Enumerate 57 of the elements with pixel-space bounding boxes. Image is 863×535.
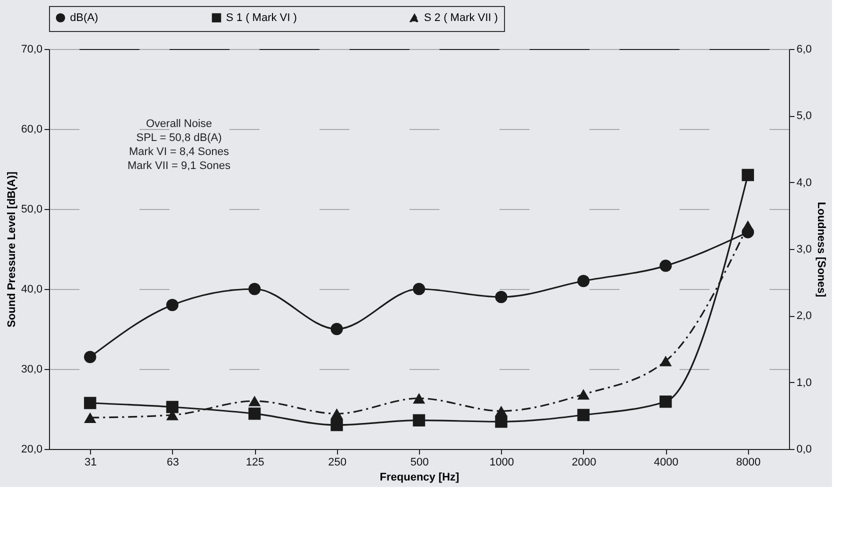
x-tick-label: 63 <box>166 456 179 468</box>
point <box>660 396 672 408</box>
point <box>84 350 96 364</box>
legend-label: S 1 ( Mark VI ) <box>226 12 297 24</box>
point <box>330 322 343 336</box>
y2-tick-label: 2,0 <box>796 310 812 322</box>
legend-label: S 2 ( Mark VII ) <box>424 12 498 24</box>
y-tick-label: 50,0 <box>21 204 42 216</box>
legend-label: dB(A) <box>70 12 98 24</box>
point <box>330 408 343 419</box>
point <box>495 406 508 416</box>
x-tick-label: 2000 <box>572 456 596 468</box>
point <box>495 416 508 428</box>
point <box>84 412 96 423</box>
point <box>166 400 178 414</box>
point <box>330 418 343 432</box>
point <box>412 393 426 404</box>
y-tick-label: 20,0 <box>21 444 42 456</box>
y2-tick-label: 1,0 <box>796 376 812 389</box>
x-tick-label: 31 <box>84 456 97 468</box>
y2-axis-title: Loudness [Sones] <box>814 202 827 298</box>
point <box>660 260 672 272</box>
point <box>248 396 261 406</box>
point <box>742 168 754 182</box>
point <box>577 408 590 422</box>
y2-tick-label: 0,0 <box>796 444 812 456</box>
x-tick-label: 500 <box>410 456 429 468</box>
point <box>577 274 590 288</box>
annotation: Mark VII = 9,1 Sones <box>127 160 232 172</box>
x-tick-label: 4000 <box>654 456 678 468</box>
point <box>742 220 754 231</box>
y-axis-title: Sound Pressure Level [dB(A)] <box>6 171 18 328</box>
point <box>84 396 96 410</box>
y-tick-label: 60,0 <box>21 124 42 136</box>
x-axis-title: Frequency [Hz] <box>380 472 460 484</box>
point <box>412 282 426 296</box>
point <box>248 408 261 420</box>
point <box>412 414 426 426</box>
x-tick-label: 250 <box>328 456 346 468</box>
y2-tick-label: 5,0 <box>796 110 812 122</box>
point <box>248 282 261 296</box>
annotation: Mark VI = 8,4 Sones <box>129 146 230 158</box>
x-tick-label: 8000 <box>736 456 761 468</box>
y-tick-label: 40,0 <box>21 284 42 296</box>
y-tick-label: 70,0 <box>21 44 42 56</box>
point <box>660 356 672 366</box>
point <box>577 389 590 400</box>
y2-tick-label: 6,0 <box>796 44 812 56</box>
y-tick-label: 30,0 <box>21 364 42 376</box>
point <box>495 290 508 304</box>
y2-tick-label: 3,0 <box>796 244 812 256</box>
annotation: SPL = 50,8 dB(A) <box>136 132 222 144</box>
point <box>166 298 178 312</box>
annotation: Overall Noise <box>146 118 212 130</box>
x-tick-label: 125 <box>246 456 264 468</box>
y2-tick-label: 4,0 <box>796 176 812 189</box>
x-tick-label: 1000 <box>489 456 514 468</box>
